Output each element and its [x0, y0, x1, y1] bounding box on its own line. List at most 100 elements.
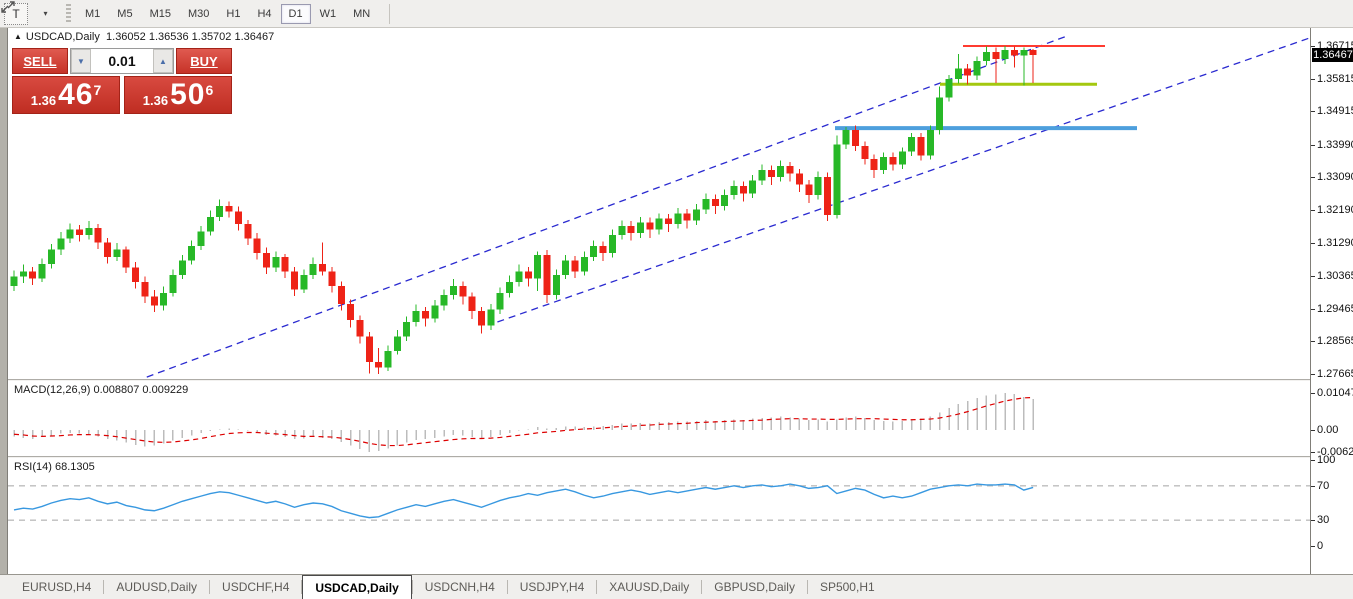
timeframe-button-d1[interactable]: D1 [280, 3, 311, 24]
price-axis-label: 1.33090 [1317, 171, 1353, 183]
timeframe-buttons: M1 M5 M15 M30 H1 H4 D1 W1 MN [77, 3, 379, 24]
axis-tick-mark [1311, 430, 1315, 431]
axis-tick-mark [1311, 145, 1315, 146]
current-price-tag: 1.36467 [1312, 48, 1353, 62]
timeframe-button-h4[interactable]: H4 [257, 7, 272, 20]
volume-input[interactable]: 0.01 [108, 53, 136, 69]
tab-separator [506, 580, 508, 594]
candlestick-chart [10, 36, 1310, 378]
sell-button[interactable]: SELL [12, 48, 68, 74]
axis-tick-mark [1311, 46, 1315, 47]
volume-increase-button[interactable]: ▲ [153, 49, 173, 73]
buy-price-display[interactable]: 1.36 50 6 [124, 76, 232, 114]
axis-tick-mark [1311, 309, 1315, 310]
chart-ohlc-values: 1.36052 1.36536 1.35702 1.36467 [106, 31, 275, 43]
symbol-triangle-icon: ▲ [14, 32, 22, 41]
plot-column: ▲ USDCAD,Daily 1.36052 1.36536 1.35702 1.… [0, 28, 1310, 599]
price-axis-label: 1.30365 [1317, 270, 1353, 282]
price-axis-label: 1.32190 [1317, 204, 1353, 216]
timeframe-button-h1[interactable]: H1 [226, 7, 241, 20]
timeframe-button-m1[interactable]: M1 [85, 7, 101, 20]
tab-separator [301, 580, 303, 594]
macd-axis-label: 0.00 [1317, 424, 1339, 436]
price-axis: 1.36715 1.35815 1.34915 1.33990 1.33090 1.321… [1310, 28, 1353, 574]
window-left-edge [0, 28, 8, 574]
axis-tick-mark [1311, 243, 1315, 244]
macd-label: MACD(12,26,9) 0.008807 0.009229 [14, 384, 189, 396]
axis-tick-mark [1311, 111, 1315, 112]
rsi-chart [8, 483, 1310, 521]
chart-tab-usdcad-daily[interactable]: USDCAD,Daily [302, 575, 412, 599]
axis-tick-mark [1311, 374, 1315, 375]
buy-price-big: 50 [170, 78, 206, 111]
price-chart-panel[interactable]: ▲ USDCAD,Daily 1.36052 1.36536 1.35702 1.… [8, 28, 1310, 379]
toolbar-grip[interactable] [66, 3, 71, 24]
one-click-trade-widget: SELL ▼ 0.01 ▲ BUY 1.36 46 7 [12, 48, 232, 114]
chart-tab-usdjpy-h4[interactable]: USDJPY,H4 [519, 580, 585, 594]
axis-tick-mark [1311, 486, 1315, 487]
rsi-label: RSI(14) 68.1305 [14, 461, 95, 473]
chart-tab-usdchf-h4[interactable]: USDCHF,H4 [222, 580, 290, 594]
macd-panel[interactable]: MACD(12,26,9) 0.008807 0.009229 [8, 381, 1310, 456]
chart-tab-xauusd-daily[interactable]: XAUUSD,Daily [609, 580, 690, 594]
sell-price-sup: 7 [93, 82, 102, 98]
axis-tick-mark [1311, 452, 1315, 453]
arrows-tool-button[interactable]: ▾ [1, 1, 56, 25]
chart-zone: ▲ USDCAD,Daily 1.36052 1.36536 1.35702 1.… [0, 28, 1353, 599]
sell-price-prefix: 1.36 [30, 93, 57, 108]
price-axis-label: 1.29465 [1317, 303, 1353, 315]
rsi-panel[interactable]: RSI(14) 68.1305 [8, 458, 1310, 547]
sell-price-display[interactable]: 1.36 46 7 [12, 76, 120, 114]
axis-tick-mark [1311, 460, 1315, 461]
price-axis-label: 1.34915 [1317, 105, 1353, 117]
axis-tick-mark [1311, 210, 1315, 211]
axis-tick-mark [1311, 177, 1315, 178]
price-axis-label: 1.28565 [1317, 335, 1353, 347]
macd-axis-label: -0.006218 [1317, 446, 1353, 458]
axis-tick-mark [1311, 546, 1315, 547]
timeframe-button-m15[interactable]: M15 [149, 7, 171, 20]
panel-divider[interactable] [8, 379, 1310, 381]
rsi-axis-label: 30 [1317, 514, 1330, 526]
axis-tick-mark [1311, 520, 1315, 521]
top-toolbar: T ▾ M1 M5 M15 M30 H1 H4 D1 W1 MN [0, 0, 1353, 28]
chart-tab-usdcnh-h4[interactable]: USDCNH,H4 [424, 580, 495, 594]
chart-symbol-label: USDCAD,Daily [25, 31, 100, 43]
chart-tab-bar: EURUSD,H4 AUDUSD,Daily USDCHF,H4 USDCAD,Dai… [0, 574, 1353, 599]
chevron-down-icon: ▾ [43, 9, 48, 18]
axis-tick-mark [1311, 341, 1315, 342]
text-tool-button[interactable]: T [4, 2, 28, 25]
chart-tab-audusd-daily[interactable]: AUDUSD,Daily [116, 580, 198, 594]
rsi-axis-label: 70 [1317, 480, 1330, 492]
panel-divider[interactable] [8, 456, 1310, 458]
axis-tick-mark [1311, 393, 1315, 394]
chart-tab-eurusd-h4[interactable]: EURUSD,H4 [22, 580, 92, 594]
price-axis-label: 1.35815 [1317, 73, 1353, 85]
volume-decrease-button[interactable]: ▼ [71, 49, 91, 73]
price-axis-label: 1.33990 [1317, 139, 1353, 151]
chart-tab-sp500-h1[interactable]: SP500,H1 [819, 580, 875, 594]
macd-axis-label: 0.010474 [1317, 387, 1353, 399]
tab-separator [411, 580, 413, 594]
timeframe-button-m5[interactable]: M5 [117, 7, 133, 20]
timeframe-button-m30[interactable]: M30 [187, 7, 210, 20]
timeframe-button-w1[interactable]: W1 [319, 7, 337, 20]
buy-price-sup: 6 [205, 82, 214, 98]
macd-chart [13, 393, 1034, 452]
volume-control: ▼ 0.01 ▲ [70, 48, 174, 74]
price-axis-label: 1.27665 [1317, 368, 1353, 380]
tab-separator [596, 580, 598, 594]
chart-title: ▲ USDCAD,Daily 1.36052 1.36536 1.35702 1.… [14, 31, 274, 43]
rsi-axis-label: 100 [1317, 454, 1336, 466]
timeframe-button-mn[interactable]: MN [353, 7, 371, 20]
buy-price-prefix: 1.36 [142, 93, 169, 108]
axis-tick-mark [1311, 276, 1315, 277]
price-axis-label: 1.31290 [1317, 237, 1353, 249]
sell-price-big: 46 [58, 78, 94, 111]
tab-separator [103, 580, 105, 594]
buy-button[interactable]: BUY [176, 48, 232, 74]
rsi-axis-label: 0 [1317, 540, 1324, 552]
tab-separator [209, 580, 211, 594]
chart-tab-gbpusd-daily[interactable]: GBPUSD,Daily [714, 580, 795, 594]
